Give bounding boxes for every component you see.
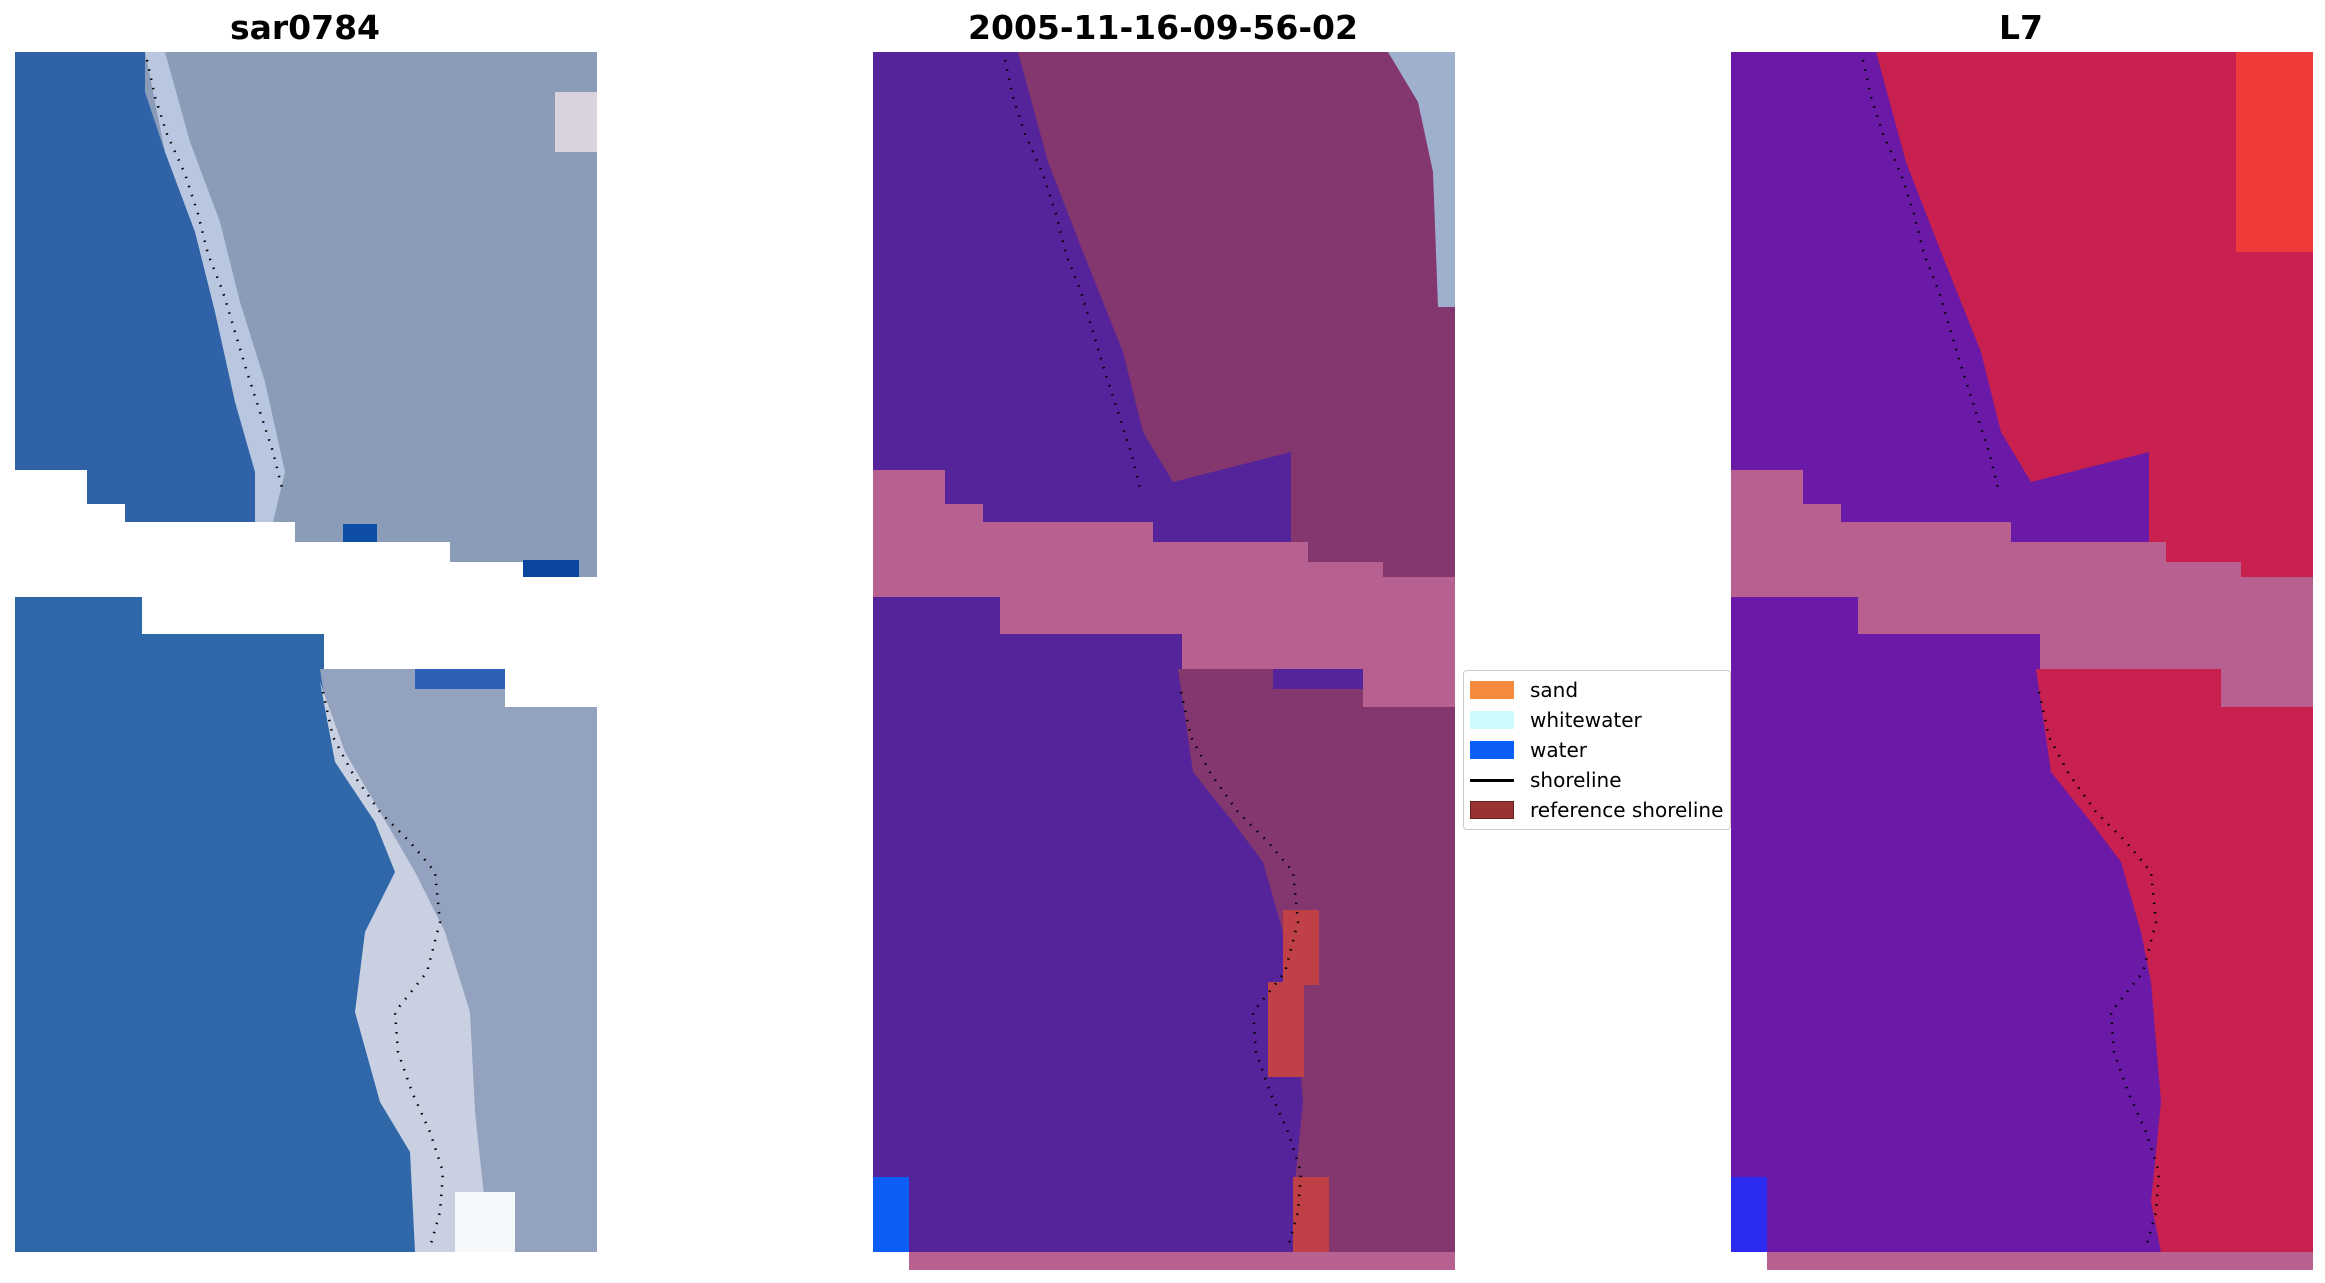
- pixel-block: [1273, 669, 1363, 689]
- water-pixel-block: [873, 1177, 909, 1252]
- classified-image-panel: [873, 52, 1455, 1272]
- land-index-area: [1876, 52, 2313, 1252]
- whitewater-area-upper: [145, 52, 285, 522]
- sand-swatch: [1470, 681, 1514, 699]
- panel-title-classified: 2005-11-16-09-56-02: [968, 8, 1358, 47]
- classified-image: [873, 52, 1455, 1270]
- panel-title-rgb: sar0784: [229, 8, 381, 47]
- reference-shoreline-block: [1283, 910, 1319, 985]
- pixel-block: [555, 92, 597, 152]
- pixel-block: [455, 1192, 515, 1252]
- shoreline-swatch: [1470, 778, 1514, 782]
- whitewater-class-area: [1388, 52, 1455, 307]
- pixel-block: [415, 669, 505, 689]
- reference-shoreline-block: [1268, 982, 1304, 1077]
- legend-label: shoreline: [1530, 768, 1622, 792]
- rgb-image: [15, 52, 597, 1252]
- index-image: [1731, 52, 2313, 1270]
- index-image-panel: [1731, 52, 2313, 1272]
- panel-title-index: L7: [1999, 8, 2043, 47]
- whitewater-swatch: [1470, 711, 1514, 729]
- whitewater-area-lower: [320, 682, 490, 1252]
- legend-label: sand: [1530, 678, 1579, 702]
- reference-shoreline-block: [1293, 1177, 1329, 1252]
- reference-shoreline-swatch: [1470, 801, 1514, 819]
- shoreline-lower: [1179, 691, 1303, 1248]
- nodata-band: [1731, 470, 2313, 707]
- legend-item-shoreline: shoreline: [1470, 767, 1622, 793]
- nodata-band-bottom: [1767, 1252, 2313, 1270]
- land-class-area: [1018, 52, 1455, 1252]
- legend-item-whitewater: whitewater: [1470, 707, 1642, 733]
- pixel-block: [2236, 52, 2313, 252]
- legend-item-sand: sand: [1470, 677, 1578, 703]
- pixel-block: [343, 524, 377, 542]
- water-swatch: [1470, 741, 1514, 759]
- legend-label: water: [1530, 738, 1587, 762]
- nodata-band-bottom: [909, 1252, 1455, 1270]
- legend-item-water: water: [1470, 737, 1587, 763]
- land-area-upper: [145, 52, 597, 577]
- legend-item-reference-shoreline: reference shoreline: [1470, 797, 1723, 823]
- rgb-image-panel: [15, 52, 597, 1252]
- legend-label: whitewater: [1530, 708, 1642, 732]
- nodata-band: [873, 470, 1455, 707]
- shoreline-lower: [2037, 691, 2161, 1248]
- pixel-block: [523, 560, 579, 577]
- legend-label: reference shoreline: [1530, 798, 1724, 822]
- land-area-lower: [320, 669, 597, 1252]
- shoreline-lower: [321, 691, 445, 1248]
- pixel-block: [1731, 1177, 1767, 1252]
- legend: sand whitewater water shoreline referenc…: [1463, 670, 1731, 830]
